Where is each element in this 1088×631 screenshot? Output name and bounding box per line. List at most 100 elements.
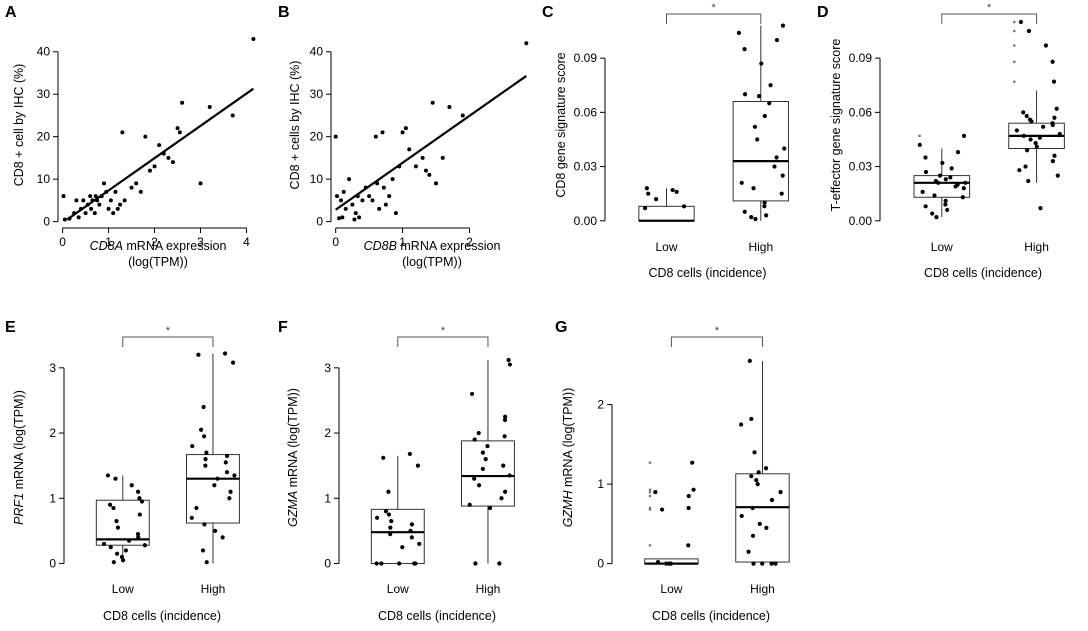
data-point [670, 187, 675, 193]
y-tick-label: 0.06 [574, 105, 598, 119]
data-point [350, 202, 355, 207]
outlier-marker [1013, 80, 1016, 83]
data-point [1021, 110, 1026, 115]
y-tick-label: 2 [49, 426, 56, 440]
data-point [142, 543, 147, 548]
x-axis-label: CD8 cells (incidence) [924, 266, 1042, 280]
y-axis-label-gene: GZMH [561, 490, 575, 528]
data-point [503, 489, 508, 494]
data-point [400, 130, 405, 135]
x-axis-label-unit: (log(TPM)) [128, 255, 188, 269]
x-tick-label: 2 [151, 235, 158, 249]
data-point [943, 202, 948, 207]
panel-letter: D [817, 4, 829, 21]
data-point [202, 434, 207, 439]
data-point [120, 558, 126, 563]
data-point [115, 525, 121, 530]
data-point [739, 422, 744, 427]
significance-marker: * [441, 325, 446, 337]
x-axis-label: CD8 cells (incidence) [648, 266, 766, 280]
data-point [440, 155, 445, 160]
data-point [61, 194, 66, 199]
data-point [360, 198, 365, 203]
data-point [755, 482, 760, 487]
data-point [447, 104, 452, 109]
data-point [487, 505, 493, 511]
data-point [1055, 173, 1060, 178]
data-point [756, 470, 761, 475]
significance-bracket [122, 336, 214, 347]
data-point [753, 216, 758, 222]
data-point [386, 489, 391, 494]
data-point [222, 351, 228, 356]
data-point [691, 487, 696, 492]
data-point [483, 457, 488, 462]
data-point [1021, 133, 1027, 138]
data-point [1023, 164, 1028, 169]
y-axis-label-gene: GZMA [286, 491, 300, 527]
data-point [224, 453, 230, 458]
x-axis-label: CD8 cells (incidence) [652, 609, 770, 623]
y-tick-label: 3 [324, 361, 331, 375]
significance-bracket [941, 13, 1038, 24]
data-point [763, 466, 769, 471]
data-point [1014, 128, 1019, 133]
data-point [400, 545, 405, 550]
x-tick-label: Low [931, 240, 953, 254]
y-tick-label: 0.00 [574, 214, 598, 228]
data-point [101, 541, 107, 547]
data-point [120, 130, 125, 135]
data-point [778, 489, 783, 495]
data-point [113, 476, 118, 481]
data-point [736, 30, 741, 35]
outlier-marker [648, 488, 652, 491]
data-point [212, 483, 217, 488]
y-tick-label: 20 [310, 130, 324, 144]
data-point [122, 198, 127, 203]
y-tick-label: 0 [324, 556, 331, 570]
y-tick-label: 0 [43, 215, 50, 229]
data-point [93, 194, 98, 199]
box-iqr [370, 508, 425, 564]
data-point [347, 177, 352, 182]
x-axis-label-gene: CD8B [364, 239, 397, 253]
data-point [136, 535, 141, 540]
data-point [373, 134, 378, 139]
data-point [138, 189, 143, 194]
data-point [1054, 106, 1059, 111]
data-point [430, 100, 435, 105]
data-point [1037, 135, 1042, 140]
panel-letter: B [278, 4, 290, 21]
data-point [353, 211, 358, 216]
panel-letter: C [542, 4, 554, 21]
data-point [923, 169, 929, 175]
data-point [357, 215, 362, 220]
data-point [339, 198, 344, 203]
y-axis-label-unit: mRNA (log(TPM)) [286, 388, 300, 491]
data-point [760, 561, 765, 566]
box-low [644, 460, 699, 566]
data-point [1050, 122, 1055, 128]
y-axis-label: T-effector gene signature score [829, 39, 843, 212]
box-high [735, 358, 790, 566]
y-axis-label-gene: PRF1 [12, 493, 26, 525]
data-point [932, 193, 937, 198]
y-axis-label: CD8 + cells by IHC (%) [288, 61, 302, 190]
data-point [337, 216, 342, 221]
data-point [390, 177, 395, 182]
data-point [397, 561, 402, 566]
x-tick-label: Low [660, 582, 682, 596]
x-tick-label: High [1024, 240, 1049, 254]
panel-a: A 0 10 20 30 40 CD8 + cell by IHC (%) 0 1 2 3 4 CD8A… [5, 4, 256, 269]
data-point [123, 548, 129, 553]
outlier-marker [648, 494, 652, 498]
data-point [407, 147, 412, 152]
data-point [383, 509, 389, 514]
data-point [681, 204, 687, 209]
data-point [126, 538, 132, 543]
data-point [139, 499, 145, 504]
data-point [936, 180, 941, 185]
data-point [755, 137, 760, 142]
x-tick-label: 1 [105, 235, 112, 249]
data-point [223, 460, 228, 465]
